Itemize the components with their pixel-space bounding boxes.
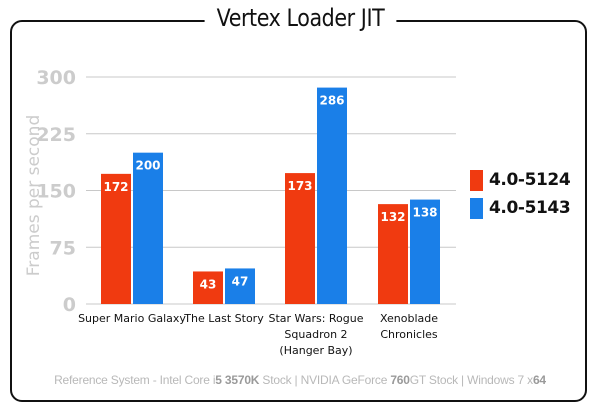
footer-part: 760 bbox=[390, 373, 410, 387]
x-tick-label: Star Wars: Rogue bbox=[268, 312, 363, 325]
bar bbox=[133, 152, 163, 304]
y-tick-label: 150 bbox=[36, 181, 76, 203]
bar-value-label: 200 bbox=[135, 159, 160, 173]
bar bbox=[101, 173, 131, 304]
bar bbox=[193, 271, 223, 304]
y-axis-label: Frames per second bbox=[24, 115, 44, 277]
bar bbox=[378, 204, 408, 304]
bar-value-label: 173 bbox=[287, 179, 312, 193]
bar bbox=[225, 268, 255, 304]
legend-item-series-2: 4.0-5143 bbox=[470, 196, 571, 220]
footer-part: Reference System - Intel Core i bbox=[54, 373, 216, 387]
bar-value-label: 172 bbox=[103, 180, 128, 194]
bar-value-label: 43 bbox=[200, 277, 217, 291]
legend-label-series-2: 4.0-5143 bbox=[489, 198, 571, 218]
bar bbox=[317, 87, 347, 305]
x-tick-label: Squadron 2 bbox=[284, 328, 347, 341]
footer-part: 5 3570K bbox=[215, 373, 260, 387]
footer-part: GT Stock | Windows 7 x bbox=[409, 373, 533, 387]
footer-part: Stock | NVIDIA GeForce bbox=[259, 373, 391, 387]
footer-part: 64 bbox=[532, 373, 546, 387]
x-tick-label: Chronicles bbox=[380, 328, 438, 341]
footer-system-info: Reference System - Intel Core i5 3570K S… bbox=[0, 373, 600, 387]
legend-label-series-1: 4.0-5124 bbox=[489, 170, 571, 190]
bar-value-label: 47 bbox=[232, 274, 249, 288]
bar-value-label: 132 bbox=[380, 210, 405, 224]
chart-title: Vertex Loader JIT bbox=[204, 4, 396, 32]
legend: 4.0-5124 4.0-5143 bbox=[470, 168, 571, 224]
bar bbox=[410, 199, 440, 304]
y-tick-label: 225 bbox=[36, 124, 76, 146]
bar-value-label: 138 bbox=[412, 206, 437, 220]
title-wrap: Vertex Loader JIT bbox=[0, 4, 600, 32]
bar bbox=[285, 173, 315, 304]
y-tick-label: 300 bbox=[36, 67, 76, 89]
x-tick-label: (Hanger Bay) bbox=[279, 344, 352, 357]
legend-swatch-series-2 bbox=[470, 197, 483, 219]
bar-value-label: 286 bbox=[319, 94, 344, 108]
x-tick-label: Xenoblade bbox=[380, 312, 438, 325]
x-tick-label: The Last Story bbox=[183, 312, 264, 325]
y-tick-label: 75 bbox=[50, 237, 76, 259]
legend-swatch-series-1 bbox=[470, 169, 483, 191]
x-tick-label: Super Mario Galaxy bbox=[78, 312, 186, 325]
y-tick-label: 0 bbox=[63, 294, 76, 316]
legend-item-series-1: 4.0-5124 bbox=[470, 168, 571, 192]
